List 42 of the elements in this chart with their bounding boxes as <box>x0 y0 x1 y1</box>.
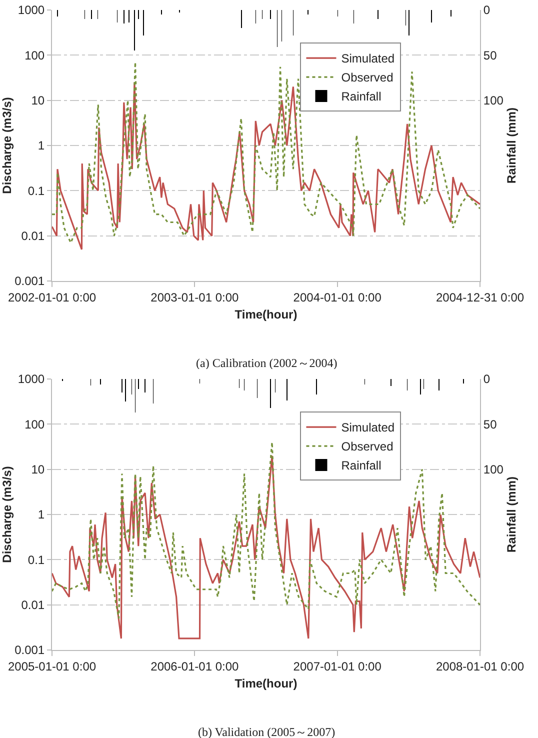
y-tick-label: 10 <box>31 94 45 108</box>
y2-tick-label: 0 <box>483 372 490 386</box>
y-tick-label: 100 <box>24 417 45 432</box>
legend-label: Simulated <box>341 420 395 435</box>
x-tick-label: 2005-01-01 0:00 <box>8 659 96 674</box>
x-tick-label: 2008-01-01 0:00 <box>436 659 524 674</box>
y2-axis-title: Rainfall (mm) <box>504 476 519 553</box>
y-tick-label: 0.001 <box>14 643 45 658</box>
y2-tick-label: 100 <box>483 94 504 108</box>
y-tick-label: 100 <box>24 48 45 62</box>
line-series <box>52 454 480 640</box>
x-axis-title: Time(hour) <box>234 307 298 322</box>
y2-axis-title: Rainfall (mm) <box>504 107 519 184</box>
line-series <box>52 441 480 620</box>
y-tick-label: 1 <box>38 138 45 153</box>
y-tick-label: 1000 <box>18 3 45 18</box>
x-tick-label: 2002-01-01 0:00 <box>8 290 96 304</box>
y-tick-label: 0.001 <box>14 274 45 288</box>
y-tick-label: 0.1 <box>28 184 45 198</box>
x-axis-title: Time(hour) <box>234 676 298 690</box>
y-tick-label: 1000 <box>18 372 45 386</box>
legend-label: Observed <box>341 440 394 454</box>
y-axis-title: Discharge (m3/s) <box>0 466 14 563</box>
x-tick-label: 2007-01-01 0:00 <box>293 659 382 674</box>
y-tick-label: 0.01 <box>21 229 45 244</box>
x-tick-label: 2004-12-31 0:00 <box>436 290 524 304</box>
y-tick-label: 0.1 <box>28 552 45 567</box>
x-tick-label: 2003-01-01 0:00 <box>150 290 240 304</box>
legend-label: Rainfall <box>341 90 382 104</box>
legend-label: Simulated <box>341 52 395 66</box>
y2-tick-label: 0 <box>483 3 490 18</box>
y-tick-label: 1 <box>38 508 45 522</box>
x-tick-label: 2006-01-01 0:00 <box>150 659 240 674</box>
legend-label: Rainfall <box>341 458 382 473</box>
y2-tick-label: 50 <box>483 48 498 62</box>
y-axis-title: Discharge (m3/s) <box>0 97 14 194</box>
x-tick-label: 2004-01-01 0:00 <box>293 290 382 304</box>
legend-label: Observed <box>341 70 394 85</box>
y2-tick-label: 100 <box>483 462 504 477</box>
y-tick-label: 0.01 <box>21 598 45 612</box>
y-tick-label: 10 <box>31 462 45 477</box>
y2-tick-label: 50 <box>483 417 498 432</box>
